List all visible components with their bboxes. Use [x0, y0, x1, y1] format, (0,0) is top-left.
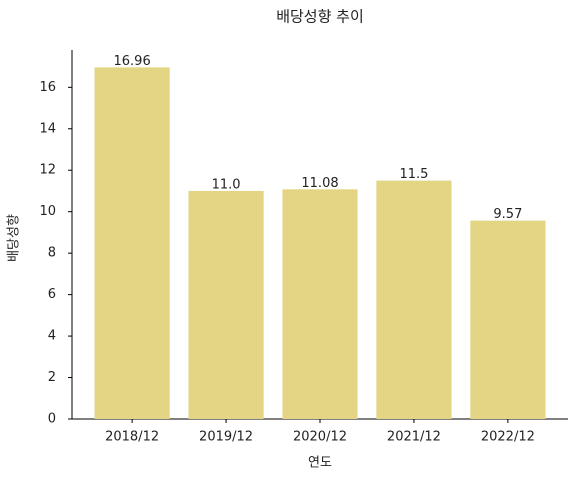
y-tick-label: 4	[48, 329, 56, 344]
y-tick-label: 2	[48, 370, 56, 385]
chart-title: 배당성향 추이	[276, 8, 364, 26]
x-tick-label: 2022/12	[481, 430, 535, 445]
value-label: 11.0	[212, 177, 241, 192]
y-tick-label: 12	[39, 163, 56, 178]
y-tick-label: 16	[39, 80, 56, 95]
value-label: 16.96	[114, 54, 151, 69]
bar	[470, 220, 546, 419]
y-tick-label: 6	[48, 287, 56, 302]
x-tick-label: 2019/12	[199, 430, 253, 445]
x-tick-label: 2020/12	[293, 430, 347, 445]
value-label: 9.57	[493, 207, 522, 222]
bar	[94, 67, 170, 419]
y-tick-label: 14	[39, 121, 56, 136]
y-tick-label: 0	[48, 412, 56, 427]
bar	[188, 190, 264, 419]
bar	[282, 189, 358, 419]
y-tick-label: 8	[48, 246, 56, 261]
y-tick-label: 10	[39, 204, 56, 219]
value-label: 11.5	[399, 167, 428, 182]
x-axis-label: 연도	[308, 456, 332, 471]
value-label: 11.08	[301, 176, 338, 191]
y-axis-label: 배당성향	[7, 214, 22, 262]
bar	[376, 180, 452, 419]
x-tick-label: 2018/12	[105, 430, 159, 445]
x-tick-label: 2021/12	[387, 430, 441, 445]
